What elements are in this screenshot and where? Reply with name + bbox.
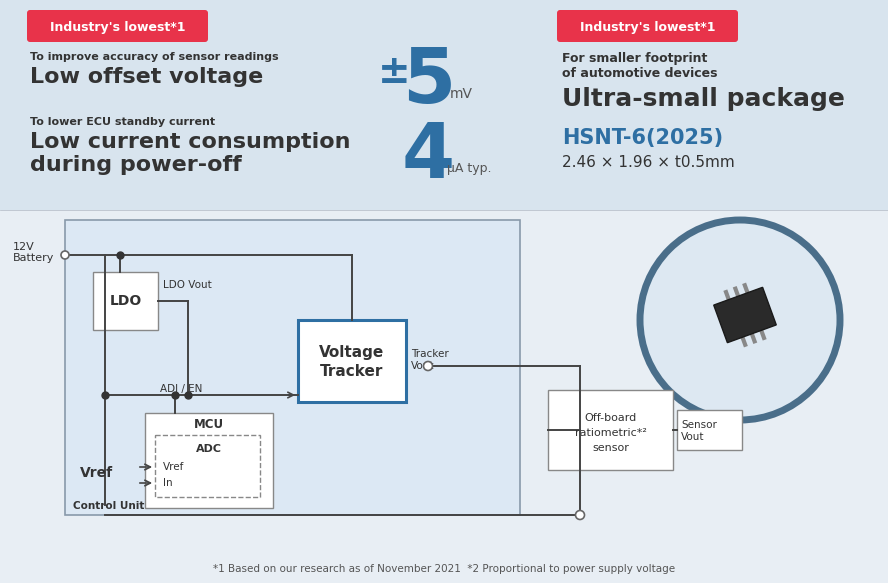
Text: LDO: LDO	[109, 294, 141, 308]
Text: Low offset voltage: Low offset voltage	[30, 67, 263, 87]
Text: In: In	[163, 478, 172, 488]
Text: during power-off: during power-off	[30, 155, 242, 175]
Text: To lower ECU standby current: To lower ECU standby current	[30, 117, 215, 127]
Text: Vref: Vref	[163, 462, 185, 472]
Text: Off-board: Off-board	[584, 413, 637, 423]
Text: 12V: 12V	[13, 242, 35, 252]
Text: Ultra-small package: Ultra-small package	[562, 87, 844, 111]
Bar	[298, 320, 406, 402]
Text: ADC: ADC	[196, 444, 222, 454]
Bar	[145, 413, 273, 508]
Text: μA typ.: μA typ.	[447, 162, 491, 175]
Text: LDO Vout: LDO Vout	[163, 280, 211, 290]
Bar	[93, 272, 158, 330]
Bar	[677, 410, 742, 450]
Polygon shape	[714, 287, 776, 343]
Text: 2.46 × 1.96 × t0.5mm: 2.46 × 1.96 × t0.5mm	[562, 155, 734, 170]
Text: For smaller footprint: For smaller footprint	[562, 52, 708, 65]
Text: To improve accuracy of sensor readings: To improve accuracy of sensor readings	[30, 52, 279, 62]
Bar	[155, 435, 260, 497]
Text: Control Unit: Control Unit	[73, 501, 145, 511]
Text: Industry's lowest*1: Industry's lowest*1	[50, 20, 186, 33]
Text: ADJ / EN: ADJ / EN	[160, 384, 202, 394]
Text: MCU: MCU	[194, 419, 224, 431]
FancyBboxPatch shape	[27, 10, 208, 42]
Text: Vout: Vout	[681, 432, 704, 442]
Text: HSNT-6(2025): HSNT-6(2025)	[562, 128, 723, 148]
Text: Low current consumption: Low current consumption	[30, 132, 351, 152]
Text: ratiometric*²: ratiometric*²	[575, 428, 646, 438]
Circle shape	[575, 511, 584, 519]
Text: *1 Based on our research as of November 2021  *2 Proportional to power supply vo: *1 Based on our research as of November …	[213, 564, 675, 574]
Text: 5: 5	[402, 45, 456, 119]
Text: Voltage: Voltage	[320, 346, 385, 360]
Text: Battery: Battery	[13, 253, 54, 263]
Text: sensor: sensor	[592, 443, 629, 453]
Circle shape	[424, 361, 432, 371]
Text: Vout: Vout	[411, 361, 434, 371]
Text: Vref: Vref	[80, 466, 113, 480]
Text: Tracker: Tracker	[321, 363, 384, 378]
Text: Tracker: Tracker	[411, 349, 448, 359]
Bar	[548, 390, 673, 470]
Text: Industry's lowest*1: Industry's lowest*1	[580, 20, 715, 33]
Bar	[0, 0, 888, 210]
Text: mV: mV	[450, 87, 473, 101]
Text: ±: ±	[378, 53, 410, 91]
Bar	[65, 220, 520, 515]
Circle shape	[640, 220, 840, 420]
Text: Sensor: Sensor	[681, 420, 717, 430]
Circle shape	[61, 251, 69, 259]
FancyBboxPatch shape	[557, 10, 738, 42]
Text: of automotive devices: of automotive devices	[562, 67, 718, 80]
Text: 4: 4	[402, 120, 456, 194]
